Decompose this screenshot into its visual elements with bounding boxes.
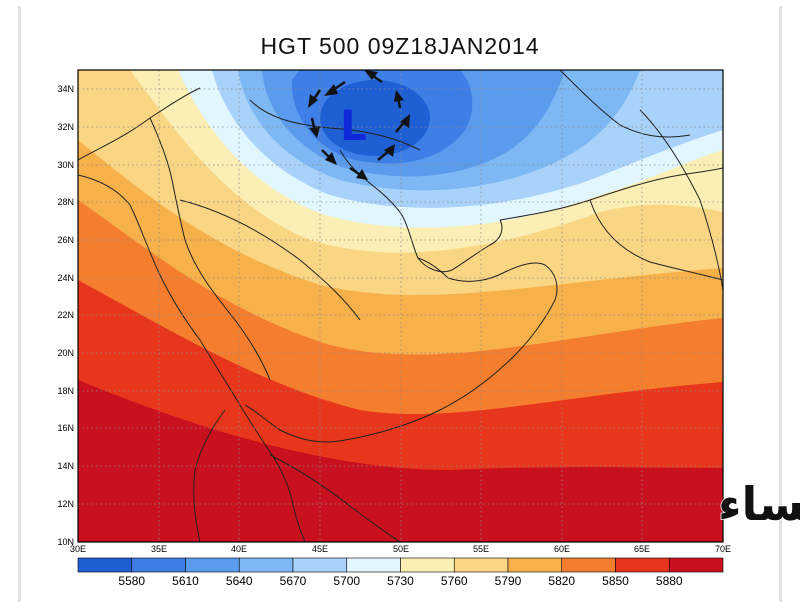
colorbar-swatch	[561, 557, 616, 573]
lat-label: 16N	[57, 423, 74, 433]
lat-label: 10N	[57, 537, 74, 547]
colorbar-swatch	[346, 557, 401, 573]
colorbar-swatch	[668, 557, 724, 573]
colorbar-swatch	[615, 557, 670, 573]
colorbar-swatch	[507, 557, 563, 573]
lat-label: 20N	[57, 348, 74, 358]
lon-label: 65E	[634, 544, 650, 554]
colorbar-swatch	[77, 557, 133, 573]
colorbar-label: 5640	[226, 574, 253, 588]
plot-frame	[77, 69, 724, 543]
coastlines	[78, 70, 723, 542]
lon-label: 55E	[473, 544, 489, 554]
lat-label: 24N	[57, 273, 74, 283]
colorbar-swatch	[292, 557, 348, 573]
lat-label: 12N	[57, 499, 74, 509]
lat-label: 32N	[57, 122, 74, 132]
lon-axis: 30E 35E 40E 45E 50E 55E 60E 65E 70E	[70, 544, 731, 554]
colorbar-label: 5730	[387, 574, 414, 588]
colorbar-label: 5580	[118, 574, 145, 588]
colorbar-swatch	[400, 557, 455, 573]
lon-label: 45E	[312, 544, 328, 554]
lat-label: 22N	[57, 310, 74, 320]
lon-label: 50E	[393, 544, 409, 554]
colorbar-label: 5820	[548, 574, 575, 588]
colorbar-label: 5700	[333, 574, 360, 588]
low-center-icon: L	[340, 101, 367, 150]
lat-label: 28N	[57, 197, 74, 207]
lon-label: 30E	[70, 544, 86, 554]
watermark: براري الاحساء	[718, 477, 800, 531]
lat-label: 26N	[57, 235, 74, 245]
colorbar-label: 5610	[172, 574, 199, 588]
colorbar-label: 5790	[495, 574, 522, 588]
colorbar-label: 5760	[441, 574, 468, 588]
lat-label: 18N	[57, 386, 74, 396]
height-shading	[78, 70, 723, 542]
colorbar-swatch	[185, 557, 240, 573]
color-legend: 5580 5610 5640 5670 5700 5730 5760 5790 5820 5850…	[77, 557, 724, 588]
lon-label: 60E	[554, 544, 570, 554]
lat-label: 14N	[57, 461, 74, 471]
wind-arrow-icon	[308, 70, 410, 180]
map-title: HGT 500 09Z18JAN2014	[260, 33, 540, 59]
lon-label: 40E	[231, 544, 247, 554]
colorbar-swatch	[131, 557, 186, 573]
lat-label: 30N	[57, 160, 74, 170]
colorbar-swatch	[453, 557, 509, 573]
colorbar-label: 5670	[280, 574, 307, 588]
colorbar-label: 5880	[656, 574, 683, 588]
colorbar-label: 5850	[602, 574, 629, 588]
lat-axis: 34N 32N 30N 28N 26N 24N 22N 20N 18N 16N …	[57, 84, 74, 547]
lon-label: 35E	[151, 544, 167, 554]
lon-label: 70E	[715, 544, 731, 554]
lat-label: 34N	[57, 84, 74, 94]
colorbar-swatch	[238, 557, 294, 573]
decorative-frame	[18, 6, 782, 602]
